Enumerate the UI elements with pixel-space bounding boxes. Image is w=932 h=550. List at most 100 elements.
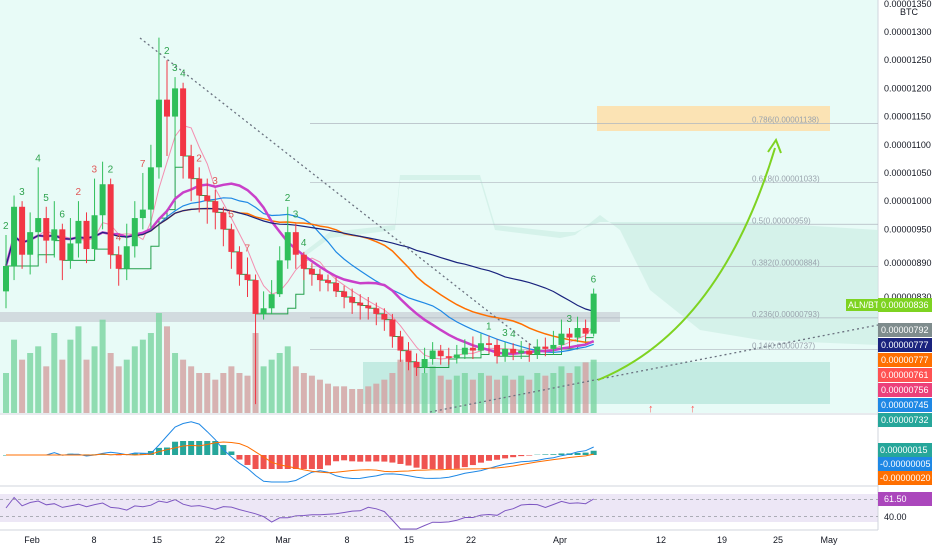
- macd-histogram-bar: [381, 455, 388, 462]
- candle-body: [357, 302, 364, 306]
- volume-bar: [244, 375, 251, 413]
- sell-marker: ↑: [648, 403, 654, 415]
- candle-body: [316, 274, 323, 281]
- price-tick-label: 0.00001000: [884, 196, 932, 206]
- indicator-price-tag: [878, 398, 932, 412]
- candle-body: [188, 156, 195, 179]
- macd-histogram-bar: [204, 441, 211, 455]
- volume-bar: [268, 359, 275, 413]
- volume-bar: [59, 359, 66, 413]
- time-tick-label: 19: [717, 535, 727, 545]
- rsi-value: 61.50: [884, 494, 907, 504]
- time-axis[interactable]: Feb 8 15 22 Mar 8 15 22 Apr 12 19 25 May: [24, 535, 838, 545]
- volume-bar: [27, 353, 34, 413]
- td-count-label: 1: [486, 321, 492, 332]
- candle-body: [35, 218, 42, 233]
- rsi-band: [0, 494, 878, 522]
- price-tick-label: 0.00001250: [884, 55, 932, 65]
- volume-bar: [43, 366, 50, 413]
- candle-body: [292, 232, 299, 255]
- td-count-label: 5: [43, 193, 49, 204]
- macd-value: -0.00000005: [880, 459, 931, 469]
- macd-histogram-bar: [131, 453, 138, 455]
- candle-body: [236, 251, 243, 275]
- volume-bar: [180, 359, 187, 413]
- time-tick-label: 25: [773, 535, 783, 545]
- macd-histogram-bar: [397, 455, 404, 464]
- macd-histogram-bar: [260, 455, 267, 469]
- candle-body: [341, 291, 348, 297]
- candle-body: [43, 218, 50, 241]
- td-count-label: 7: [140, 159, 146, 170]
- candle-body: [115, 254, 122, 269]
- macd-line: [6, 421, 594, 483]
- volume-bar: [308, 375, 315, 413]
- volume-bar: [115, 366, 122, 413]
- indicator-price-tag: [878, 383, 932, 397]
- candle-body: [429, 350, 436, 360]
- volume-bar: [11, 339, 18, 413]
- volume-bar: [453, 375, 460, 413]
- fib-level-label: 0.786(0.00001138): [752, 115, 819, 124]
- time-tick-label: Mar: [275, 535, 291, 545]
- volume-bar: [292, 366, 299, 413]
- price-tick-label: 0.00000830: [884, 292, 932, 302]
- candle-body: [83, 220, 90, 250]
- volume-bar: [19, 359, 26, 413]
- volume-bar: [461, 373, 468, 413]
- indicator-price-tag: [878, 413, 932, 427]
- indicator-price-value: 0.00000792: [881, 325, 929, 335]
- candle-body: [558, 333, 565, 345]
- macd-price-tag: [878, 471, 932, 485]
- macd-price-tag: [878, 457, 932, 471]
- volume-bar: [365, 386, 372, 413]
- macd-histogram-bar: [542, 454, 549, 455]
- candle-body: [574, 328, 581, 338]
- macd-histogram-bar: [357, 455, 364, 462]
- candle-body: [300, 254, 307, 269]
- volume-bar: [196, 373, 203, 413]
- macd-signal-line: [6, 441, 594, 474]
- candle-body: [75, 220, 82, 244]
- td-count-label: 4: [510, 329, 516, 340]
- price-tick-label: 0.00001300: [884, 27, 932, 37]
- indicator-price-value: 0.00000732: [881, 415, 929, 425]
- td-count-label: 2: [196, 153, 202, 164]
- indicator-price-tag: [878, 323, 932, 337]
- fib-level-label: 0.382(0.00000884): [752, 259, 820, 268]
- candle-body: [91, 215, 98, 250]
- candle-body: [437, 350, 444, 357]
- macd-histogram-bar: [349, 455, 356, 462]
- volume-bar: [147, 333, 154, 413]
- indicator-price-tag: [878, 338, 932, 352]
- td-count-label: 2: [164, 46, 170, 57]
- macd-histogram-bar: [325, 455, 331, 466]
- td-count-label: 3: [567, 314, 573, 325]
- macd-histogram-bar: [590, 450, 597, 455]
- volume-bar: [316, 379, 323, 413]
- volume-bar: [212, 379, 219, 413]
- macd-histogram-bar: [550, 454, 557, 455]
- fib-level-label: 0.14(0.00000737): [752, 341, 816, 350]
- macd-histogram-bar: [558, 453, 565, 455]
- rsi-indicator: [0, 496, 878, 530]
- candle-body: [164, 99, 170, 117]
- price-tag-label-box: [846, 299, 878, 311]
- macd-histogram-bar: [244, 455, 251, 465]
- candle-body: [139, 209, 146, 219]
- candle-body: [518, 350, 525, 354]
- td-count-label: 3: [212, 176, 218, 187]
- td-count-label: 3: [19, 187, 25, 198]
- macd-histogram-bar: [445, 455, 452, 469]
- price-tick-label: 0.00001050: [884, 168, 932, 178]
- volume-bar: [566, 373, 573, 413]
- candle-body: [461, 347, 468, 355]
- candle-body: [381, 313, 388, 320]
- macd-histogram-bar: [421, 455, 428, 469]
- time-tick-label: 8: [91, 535, 96, 545]
- volume-bar: [397, 359, 404, 413]
- candle-body: [526, 350, 533, 355]
